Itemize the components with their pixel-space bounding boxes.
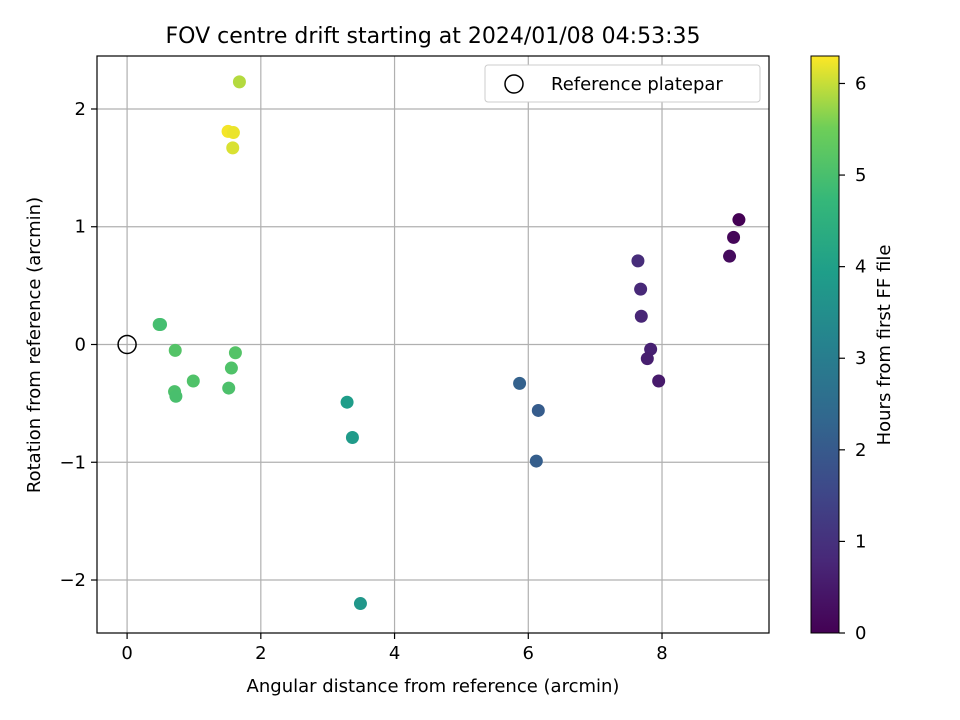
colorbar-tick-label: 5	[855, 165, 866, 186]
scatter-point	[652, 374, 666, 388]
colorbar-tick-label: 2	[855, 440, 866, 461]
colorbar-gradient	[810, 55, 840, 634]
scatter-point	[723, 249, 737, 263]
colorbar-tick-label: 3	[855, 348, 866, 369]
y-axis-label: Rotation from reference (arcmin)	[24, 197, 45, 493]
scatter-point	[345, 431, 359, 445]
y-axis-ticks: −2 −1 0 1 2	[59, 99, 97, 591]
colorbar-tick-label: 4	[855, 257, 866, 278]
scatter-point	[531, 403, 545, 417]
reference-platepar-marker	[117, 334, 137, 355]
x-tick-label: 0	[121, 643, 132, 664]
x-tick-label: 2	[255, 643, 266, 664]
scatter-point	[154, 317, 168, 331]
scatter-point	[529, 454, 543, 468]
x-tick-label: 6	[523, 643, 534, 664]
data-points	[152, 75, 746, 611]
scatter-point	[224, 361, 238, 375]
scatter-point	[353, 597, 367, 611]
colorbar-ticks: 0 1 2 3 4 5 6	[839, 73, 866, 644]
scatter-point	[340, 395, 354, 409]
x-axis-ticks: 0 2 4 6 8	[121, 633, 668, 664]
scatter-point	[226, 126, 240, 140]
colorbar-tick-label: 6	[855, 73, 866, 94]
legend: Reference platepar	[484, 64, 761, 103]
scatter-point	[640, 352, 654, 366]
scatter-point	[631, 254, 645, 268]
colorbar-tick-label: 1	[855, 531, 866, 552]
scatter-point	[169, 389, 183, 403]
y-tick-label: 2	[75, 99, 86, 120]
scatter-point	[727, 230, 741, 244]
colorbar: 0 1 2 3 4 5 6 Hours from first FF file	[810, 55, 895, 644]
y-tick-label: −2	[59, 570, 86, 591]
y-tick-label: −1	[59, 452, 86, 473]
scatter-point	[222, 381, 236, 395]
x-tick-label: 8	[656, 643, 667, 664]
scatter-point	[732, 213, 746, 227]
scatter-point	[168, 343, 182, 357]
legend-marker-icon	[504, 74, 524, 94]
colorbar-label: Hours from first FF file	[874, 245, 895, 446]
scatter-point	[232, 75, 246, 89]
scatter-point	[186, 374, 200, 388]
colorbar-tick-label: 0	[855, 623, 866, 644]
scatter-point	[228, 346, 242, 360]
x-axis-label: Angular distance from reference (arcmin)	[247, 676, 620, 697]
y-tick-label: 1	[75, 217, 86, 238]
y-tick-label: 0	[75, 335, 86, 356]
legend-label: Reference platepar	[551, 74, 723, 95]
legend-box	[484, 64, 761, 103]
scatter-point	[634, 309, 648, 323]
scatter-point	[226, 141, 240, 155]
x-tick-label: 4	[389, 643, 400, 664]
chart-title: FOV centre drift starting at 2024/01/08 …	[166, 24, 701, 49]
scatter-point	[634, 282, 648, 296]
grid-lines	[97, 56, 769, 633]
scatter-point	[513, 376, 527, 390]
